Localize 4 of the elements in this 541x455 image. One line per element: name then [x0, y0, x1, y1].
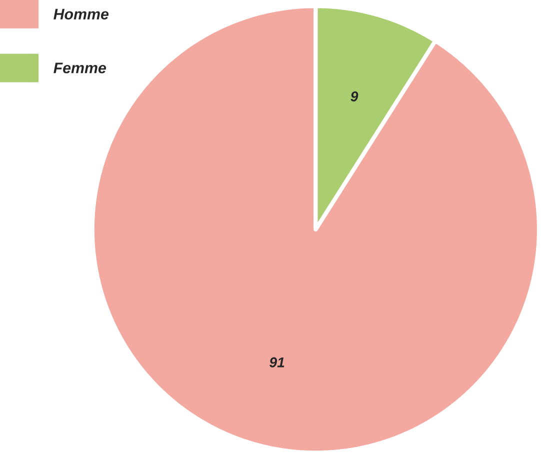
data-label: 9 — [350, 92, 358, 102]
data-label: 91 — [270, 357, 284, 368]
legend-label: Homme — [54, 9, 109, 20]
legend-label: Femme — [54, 62, 106, 74]
